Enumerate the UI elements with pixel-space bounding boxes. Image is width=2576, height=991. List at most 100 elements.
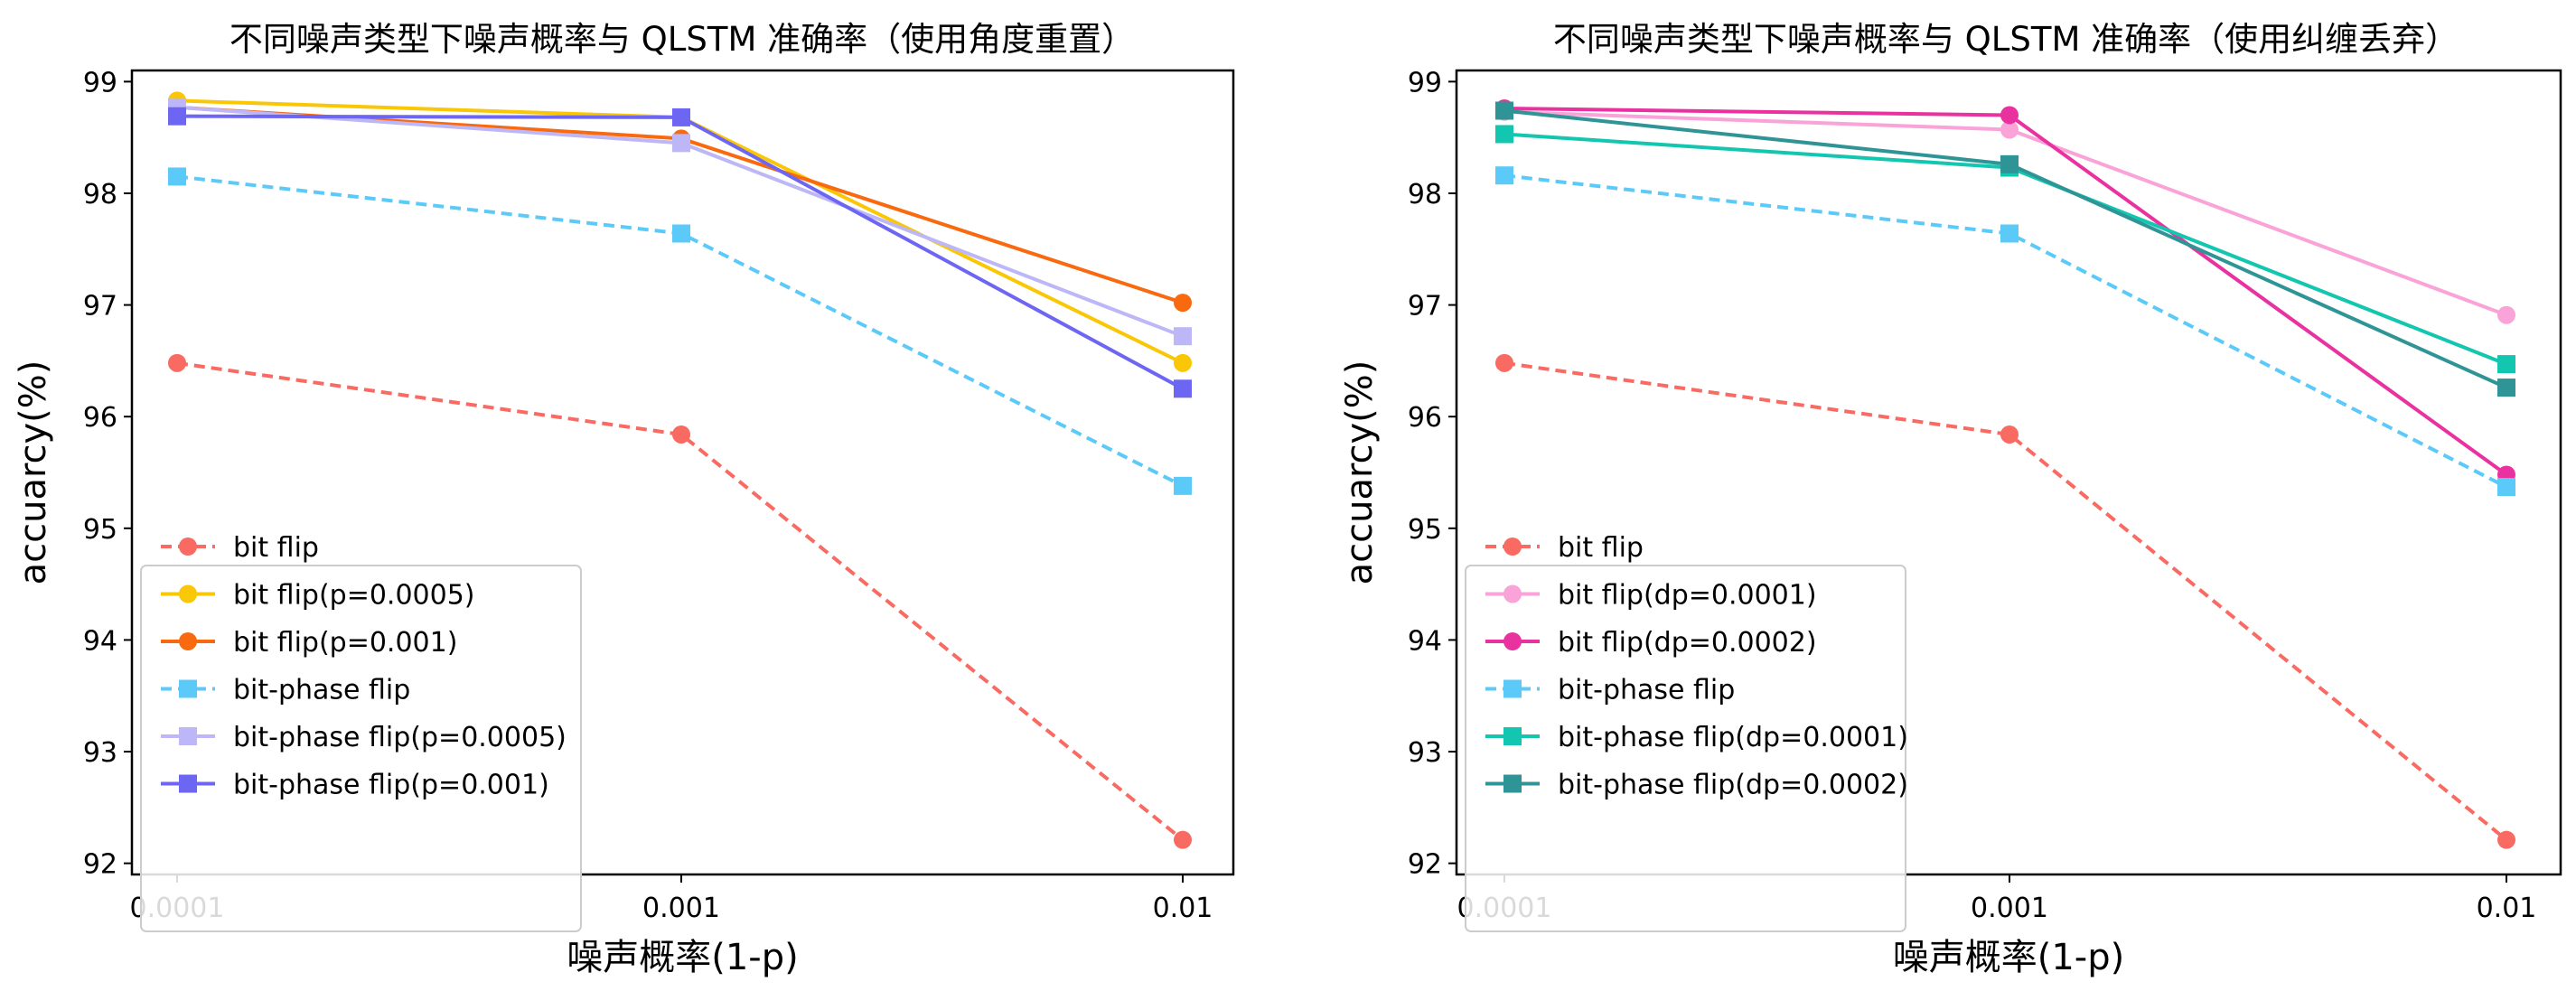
- x-axis-label: 噪声概率(1-p): [1893, 937, 2124, 978]
- legend-marker: [1503, 584, 1522, 603]
- data-point: [2497, 355, 2515, 374]
- series-line: [1503, 360, 2508, 842]
- legend-label: bit flip(p=0.0005): [233, 580, 475, 612]
- legend-marker: [179, 774, 197, 793]
- data-point: [1174, 294, 1192, 313]
- data-point: [1495, 101, 1513, 120]
- series-4: [168, 98, 1192, 346]
- series-3: [168, 167, 1192, 495]
- y-tick-label: 92: [1408, 849, 1442, 881]
- data-point: [1495, 125, 1513, 144]
- y-tick-label: 93: [1408, 737, 1442, 769]
- x-tick-label: 0.001: [1971, 893, 2048, 924]
- y-tick-label: 96: [83, 402, 117, 434]
- legend-marker: [179, 538, 197, 556]
- series-line: [1503, 109, 2507, 317]
- data-point: [2000, 154, 2019, 173]
- y-tick-label: 97: [1408, 291, 1442, 323]
- series-5: [1495, 101, 2515, 397]
- x-tick-label: 0.01: [2477, 893, 2537, 924]
- legend: bit flip bit flip(p=0.0005) bit flip(p=0.0…: [140, 532, 582, 932]
- plot-frame: [130, 69, 1235, 876]
- data-point: [2000, 120, 2019, 139]
- chart-panel-right: 不同噪声类型下噪声概率与 QLSTM 准确率（使用纠缠丢弃） 噪声概率(1-p) a…: [1339, 20, 2562, 978]
- legend-label: bit flip(dp=0.0002): [1558, 627, 1817, 659]
- y-tick-label: 96: [1408, 402, 1442, 434]
- series-5: [168, 107, 1192, 398]
- plot-frame: [1455, 69, 2562, 876]
- data-point: [1495, 166, 1513, 185]
- legend-label: bit flip(dp=0.0001): [1558, 580, 1817, 612]
- x-tick-label: 0.001: [642, 893, 720, 924]
- data-point: [1174, 379, 1192, 398]
- data-point: [2497, 305, 2515, 324]
- series-line: [1503, 108, 2507, 389]
- legend-entry: bit-phase flip: [161, 675, 410, 706]
- y-tick-label: 95: [1408, 514, 1442, 546]
- x-axis-label: 噪声概率(1-p): [567, 937, 798, 978]
- y-tick-label: 99: [1408, 67, 1442, 98]
- legend-label: bit-phase flip(dp=0.0002): [1558, 770, 1908, 801]
- series-0: [168, 353, 1192, 849]
- legend-entry: bit flip: [161, 532, 319, 564]
- data-point: [2000, 425, 2019, 444]
- legend-marker: [1503, 632, 1522, 650]
- y-tick-label: 93: [83, 737, 117, 769]
- data-point: [2497, 830, 2515, 849]
- legend-marker: [1503, 679, 1522, 698]
- series-0: [1495, 353, 2515, 849]
- data-point: [168, 167, 186, 186]
- legend-label: bit flip: [1558, 532, 1644, 564]
- legend-entry: bit-phase flip(dp=0.0002): [1485, 770, 1908, 801]
- legend-entry: bit flip(p=0.001): [161, 627, 457, 659]
- legend-label: bit-phase flip: [233, 675, 410, 706]
- data-point: [1174, 830, 1192, 849]
- legend-entry: bit flip(p=0.0005): [161, 580, 475, 612]
- data-point: [2000, 224, 2019, 243]
- legend-marker: [1503, 727, 1522, 745]
- legend-marker: [1503, 774, 1522, 793]
- y-tick-label: 98: [1408, 179, 1442, 210]
- legend-label: bit-phase flip: [1558, 675, 1735, 706]
- legend-marker: [179, 679, 197, 698]
- legend-entry: bit flip(dp=0.0001): [1485, 580, 1817, 612]
- data-point: [2497, 379, 2515, 397]
- legend-label: bit flip: [233, 532, 319, 564]
- legend-entry: bit-phase flip(p=0.001): [161, 770, 549, 801]
- y-tick-label: 94: [1408, 625, 1442, 657]
- data-point: [2497, 478, 2515, 497]
- data-point: [168, 107, 186, 126]
- legend-entry: bit flip: [1485, 532, 1644, 564]
- y-tick-label: 97: [83, 291, 117, 323]
- y-axis-label: accuarcy(%): [1339, 360, 1381, 585]
- legend-entry: bit-phase flip(dp=0.0001): [1485, 722, 1908, 753]
- series-1: [1495, 102, 2515, 324]
- data-point: [672, 108, 690, 126]
- legend-entry: bit-phase flip: [1485, 675, 1735, 706]
- legend-box: [1465, 565, 1906, 932]
- series-3: [1495, 166, 2515, 497]
- x-tick-label: 0.01: [1153, 893, 1213, 924]
- chart-panel-left: 不同噪声类型下噪声概率与 QLSTM 准确率（使用角度重置） 噪声概率(1-p) a…: [13, 20, 1235, 978]
- data-point: [1174, 476, 1192, 495]
- data-point: [1495, 353, 1513, 372]
- data-point: [672, 134, 690, 153]
- y-tick-label: 99: [83, 67, 117, 98]
- y-tick-label: 94: [83, 625, 117, 657]
- data-point: [168, 353, 186, 372]
- data-point: [672, 425, 690, 444]
- data-point: [1174, 353, 1192, 372]
- chart-title: 不同噪声类型下噪声概率与 QLSTM 准确率（使用纠缠丢弃）: [1553, 20, 2459, 59]
- legend-marker: [179, 632, 197, 650]
- legend-label: bit-phase flip(p=0.0005): [233, 722, 567, 753]
- data-point: [2000, 106, 2019, 125]
- legend-entry: bit flip(dp=0.0002): [1485, 627, 1817, 659]
- legend-box: [140, 565, 582, 932]
- y-tick-label: 95: [83, 514, 117, 546]
- y-tick-label: 92: [83, 849, 117, 881]
- data-point: [672, 224, 690, 243]
- legend-label: bit-phase flip(p=0.001): [233, 770, 549, 801]
- legend-entry: bit-phase flip(p=0.0005): [161, 722, 567, 753]
- legend-marker: [179, 727, 197, 745]
